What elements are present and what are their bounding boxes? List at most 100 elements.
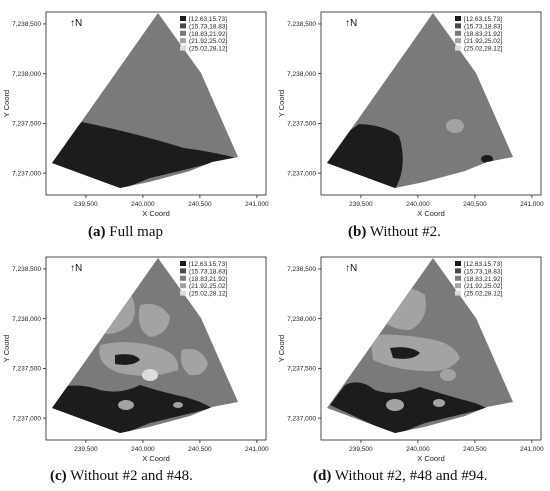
legend-c-label-4: (21.92,25.02] xyxy=(189,283,228,290)
legend-b-swatch-4 xyxy=(455,38,461,44)
map-c-xtick-label-4: 241,000 xyxy=(245,446,269,453)
legend-c-label-3: (18.83,21.92] xyxy=(189,276,228,283)
legend-c-swatch-3 xyxy=(180,275,186,281)
map-c-frame xyxy=(45,256,267,441)
legend-a-label-5: (25.02,28.12] xyxy=(189,46,228,53)
legend-b-swatch-1 xyxy=(455,16,461,21)
legend-d-label-3: (18.83,21.92] xyxy=(464,276,503,283)
map-c-xtick-label-1: 239,500 xyxy=(74,446,98,453)
north-arrow-icon: ↑N xyxy=(345,263,357,274)
map-a-ytick-label-1: 7,237,000 xyxy=(12,170,41,177)
map-b-zone-2 xyxy=(446,119,464,133)
map-b-xtick-label-2: 240,000 xyxy=(406,201,430,208)
legend-b-label-3: (18.83,21.92] xyxy=(464,31,503,38)
map-panel-a: 239,500 240,000 240,500 241,000 7,237,000 7,2… xyxy=(2,11,269,218)
map-c-ytick-label-1: 7,237,000 xyxy=(12,415,41,422)
map-c-ytick-label-4: 7,238,500 xyxy=(12,266,41,273)
map-d-zone-5 xyxy=(330,382,487,433)
north-arrow-icon: ↑N xyxy=(70,263,82,274)
map-d-zone-1 xyxy=(375,286,426,330)
map-panel-d: 239,500 240,000 240,500 241,000 7,237,000 7,2… xyxy=(277,256,544,463)
map-d-zone-3 xyxy=(390,347,420,359)
caption-b-letter: (b) xyxy=(348,224,367,240)
legend-b-label-5: (25.02,28.12] xyxy=(464,46,503,53)
map-d-xtick-label-1: 239,500 xyxy=(349,446,373,453)
legend-a-label-4: (21.92,25.02] xyxy=(189,38,228,45)
caption-b-text: Without #2. xyxy=(369,224,441,240)
legend-b-swatch-2 xyxy=(455,23,461,29)
map-a-ylabel: Y Coord xyxy=(2,90,11,117)
map-b-ytick-label-3: 7,238,000 xyxy=(287,71,316,78)
legend-d-label-5: (25.02,28.12] xyxy=(464,291,503,298)
legend-b-label-2: (15.73,18.83] xyxy=(464,23,503,30)
caption-c: (c) Without #2 and #48. xyxy=(50,468,193,485)
map-b-xtick-label-1: 239,500 xyxy=(349,201,373,208)
map-d-zone-4 xyxy=(440,369,456,381)
caption-a-letter: (a) xyxy=(88,224,106,240)
map-a-ytick-label-2: 7,237,500 xyxy=(12,121,41,128)
caption-c-letter: (c) xyxy=(50,468,67,484)
map-c-zone-6 xyxy=(115,354,140,365)
map-c-ytick-label-2: 7,237,500 xyxy=(12,366,41,373)
legend-c-swatch-4 xyxy=(180,283,186,289)
map-c-ylabel: Y Coord xyxy=(2,335,11,362)
legend-c-swatch-1 xyxy=(180,261,186,266)
legend-a-label-2: (15.73,18.83] xyxy=(189,23,228,30)
map-a-xtick-label-1: 239,500 xyxy=(74,201,98,208)
caption-d-text: Without #2, #48 and #94. xyxy=(334,468,488,484)
map-b-ytick-label-2: 7,237,500 xyxy=(287,121,316,128)
map-d-ylabel: Y Coord xyxy=(277,335,286,362)
north-arrow-icon: ↑N xyxy=(345,18,357,29)
map-b-ylabel: Y Coord xyxy=(277,90,286,117)
map-d-zone-7 xyxy=(433,399,445,407)
legend-a-swatch-3 xyxy=(180,30,186,36)
legend-b-swatch-3 xyxy=(455,30,461,36)
map-c-zone-9 xyxy=(173,402,183,408)
map-b-xtick-label-4: 241,000 xyxy=(520,201,544,208)
legend-d-swatch-1 xyxy=(455,261,461,266)
map-b-zone-3 xyxy=(481,155,493,163)
legend-c-label-2: (15.73,18.83] xyxy=(189,268,228,275)
legend-a-swatch-5 xyxy=(180,45,186,51)
map-c-xlabel: X Coord xyxy=(142,454,170,463)
legend-d-label-1: [12.63,15.73] xyxy=(464,261,502,268)
map-a-zone-1 xyxy=(52,122,238,188)
legend-c-swatch-5 xyxy=(180,290,186,296)
legend-c-label-5: (25.02,28.12] xyxy=(189,291,228,298)
map-d-ytick-label-2: 7,237,500 xyxy=(287,366,316,373)
caption-c-text: Without #2 and #48. xyxy=(70,468,193,484)
map-d-xtick-label-2: 240,000 xyxy=(406,446,430,453)
caption-d: (d) Without #2, #48 and #94. xyxy=(313,468,488,485)
map-c-zone-5 xyxy=(142,369,158,381)
legend-d-swatch-4 xyxy=(455,283,461,289)
legend-c-swatch-2 xyxy=(180,268,186,274)
map-a-xtick-label-2: 240,000 xyxy=(131,201,155,208)
map-c-ytick-label-3: 7,238,000 xyxy=(12,316,41,323)
legend-a-label-3: (18.83,21.92] xyxy=(189,31,228,38)
legend-d-swatch-2 xyxy=(455,268,461,274)
legend-b-label-4: (21.92,25.02] xyxy=(464,38,503,45)
legend-d-swatch-3 xyxy=(455,275,461,281)
legend-b-swatch-5 xyxy=(455,45,461,51)
map-d-ytick-label-3: 7,238,000 xyxy=(287,316,316,323)
legend-b-label-1: [12.63,15.73] xyxy=(464,16,502,23)
legend-d-label-2: (15.73,18.83] xyxy=(464,268,503,275)
map-d-xlabel: X Coord xyxy=(417,454,445,463)
caption-a: (a) Full map xyxy=(88,224,163,241)
map-d-ytick-label-4: 7,238,500 xyxy=(287,266,316,273)
legend-a-label-1: [12.63,15.73] xyxy=(189,16,227,23)
map-c-xtick-label-2: 240,000 xyxy=(131,446,155,453)
map-b-frame xyxy=(320,11,542,196)
caption-d-letter: (d) xyxy=(313,468,332,484)
legend-a-swatch-1 xyxy=(180,16,186,21)
map-a-xlabel: X Coord xyxy=(142,209,170,218)
map-d-frame xyxy=(320,256,542,441)
caption-b: (b) Without #2. xyxy=(348,224,441,241)
map-d-xtick-label-3: 240,500 xyxy=(463,446,487,453)
map-b-xtick-label-3: 240,500 xyxy=(463,201,487,208)
map-a-ytick-label-4: 7,238,500 xyxy=(12,21,41,28)
map-c-zone-8 xyxy=(118,400,134,410)
legend-d-swatch-5 xyxy=(455,290,461,296)
map-a-frame xyxy=(45,11,267,196)
